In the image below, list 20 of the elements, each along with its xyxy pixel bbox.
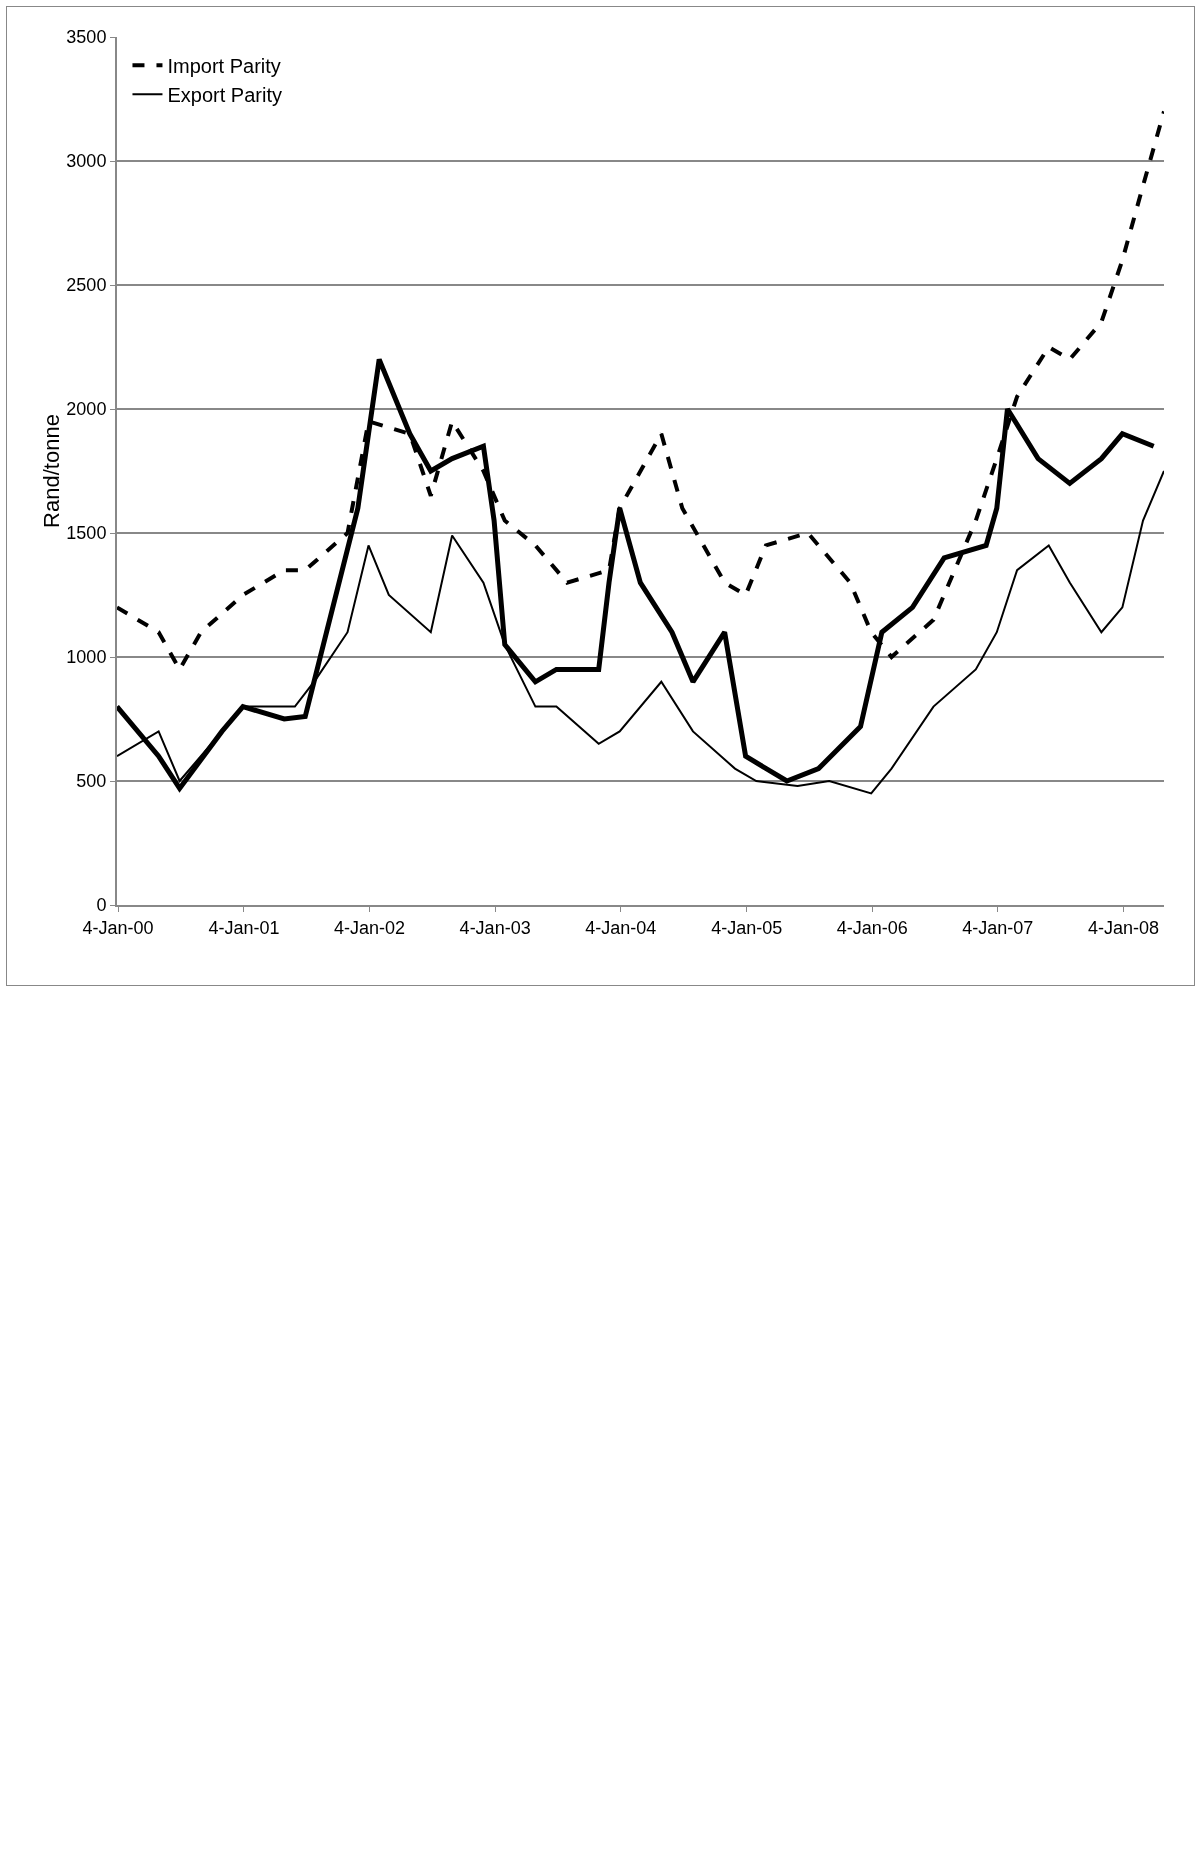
y-tick-label: 500	[76, 771, 107, 792]
x-tick-label: 4-Jan-01	[208, 917, 280, 938]
x-tick-label: 4-Jan-05	[711, 917, 783, 938]
x-tick-label: 4-Jan-02	[334, 917, 406, 938]
y-tick-label: 2500	[66, 275, 107, 296]
x-tick-label: 4-Jan-07	[962, 917, 1034, 938]
y-tick-label: 1000	[66, 647, 107, 668]
legend-label: Export Parity	[167, 83, 282, 106]
y-tick-label: 2000	[66, 399, 107, 420]
y-tick-label: 3500	[66, 27, 107, 48]
y-tick-label: 3000	[66, 151, 107, 172]
x-tick-label: 4-Jan-06	[836, 917, 908, 938]
x-tick-label: 4-Jan-08	[1087, 917, 1159, 938]
x-tick-label: 4-Jan-00	[82, 917, 154, 938]
x-tick-label: 4-Jan-03	[459, 917, 531, 938]
y-tick-label: 0	[96, 895, 107, 916]
y-axis-title: Rand/tonne	[39, 414, 65, 528]
y-tick-label: 1500	[66, 523, 107, 544]
legend-label: Import Parity	[167, 54, 281, 77]
x-tick-label: 4-Jan-04	[585, 917, 657, 938]
